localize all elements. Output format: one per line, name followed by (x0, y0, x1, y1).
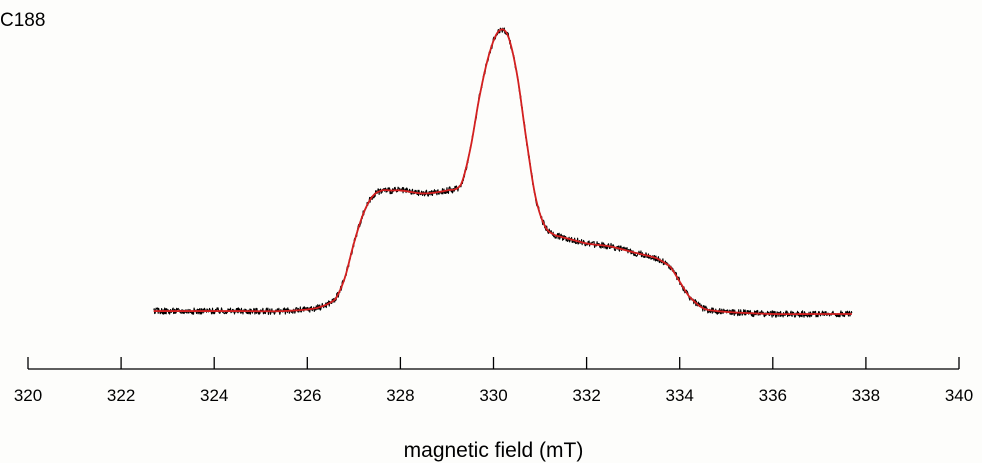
x-tick-label-336: 336 (759, 386, 787, 405)
plot-area (153, 27, 853, 318)
x-axis-label: magnetic field (mT) (404, 439, 584, 462)
x-axis: 320 322 324 326 328 330 332 334 336 338 340 (14, 357, 973, 405)
x-tick-label-340: 340 (945, 386, 973, 405)
x-tick-label-330: 330 (479, 386, 507, 405)
panel-label: C188 (0, 10, 46, 31)
x-tick-label-322: 322 (107, 386, 135, 405)
x-tick-label-338: 338 (852, 386, 880, 405)
x-tick-label-320: 320 (14, 386, 42, 405)
x-tick-label-328: 328 (386, 386, 414, 405)
x-tick-label-326: 326 (293, 386, 321, 405)
simulated-spectrum-line (153, 28, 852, 316)
x-tick-label-332: 332 (572, 386, 600, 405)
x-tick-label-324: 324 (200, 386, 228, 405)
experimental-spectrum-line (153, 27, 853, 318)
x-tick-label-334: 334 (666, 386, 694, 405)
